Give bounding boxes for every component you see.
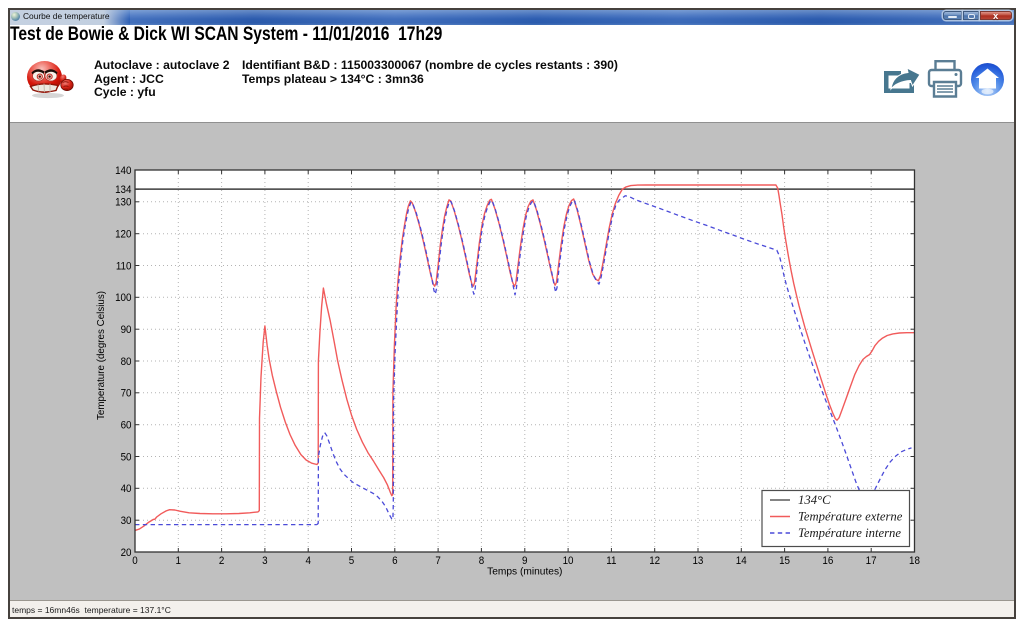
svg-text:18: 18 — [909, 554, 920, 567]
svg-text:100: 100 — [115, 291, 131, 304]
svg-text:3: 3 — [262, 554, 268, 567]
svg-text:20: 20 — [121, 546, 132, 559]
svg-text:Temps (minutes): Temps (minutes) — [487, 567, 562, 578]
svg-text:Température interne: Température interne — [798, 526, 901, 540]
svg-text:7: 7 — [435, 554, 441, 567]
svg-text:14: 14 — [736, 554, 747, 567]
svg-text:12: 12 — [649, 554, 660, 567]
svg-text:8: 8 — [479, 554, 485, 567]
svg-text:90: 90 — [121, 323, 132, 336]
svg-text:5: 5 — [349, 554, 355, 567]
svg-text:16: 16 — [822, 554, 833, 567]
svg-text:2: 2 — [219, 554, 225, 567]
svg-text:6: 6 — [392, 554, 398, 567]
svg-text:15: 15 — [779, 554, 790, 567]
svg-text:4: 4 — [305, 554, 311, 567]
svg-text:40: 40 — [121, 482, 132, 495]
svg-text:10: 10 — [563, 554, 574, 567]
svg-text:Temperature (degres Celsius): Temperature (degres Celsius) — [96, 291, 107, 420]
svg-text:17: 17 — [866, 554, 877, 567]
svg-text:134°C: 134°C — [798, 493, 831, 507]
svg-text:130: 130 — [115, 196, 131, 209]
svg-text:70: 70 — [121, 387, 132, 400]
svg-text:13: 13 — [692, 554, 703, 567]
svg-text:Température externe: Température externe — [798, 510, 903, 524]
svg-text:1: 1 — [176, 554, 182, 567]
svg-text:9: 9 — [522, 554, 528, 567]
svg-text:134: 134 — [115, 183, 131, 196]
svg-text:11: 11 — [606, 554, 616, 567]
svg-text:80: 80 — [121, 355, 132, 368]
svg-text:50: 50 — [121, 451, 132, 464]
svg-text:140: 140 — [115, 164, 131, 177]
svg-text:30: 30 — [121, 514, 132, 527]
svg-text:120: 120 — [115, 228, 131, 241]
svg-text:60: 60 — [121, 419, 132, 432]
svg-text:0: 0 — [132, 554, 138, 567]
svg-text:110: 110 — [116, 260, 132, 273]
